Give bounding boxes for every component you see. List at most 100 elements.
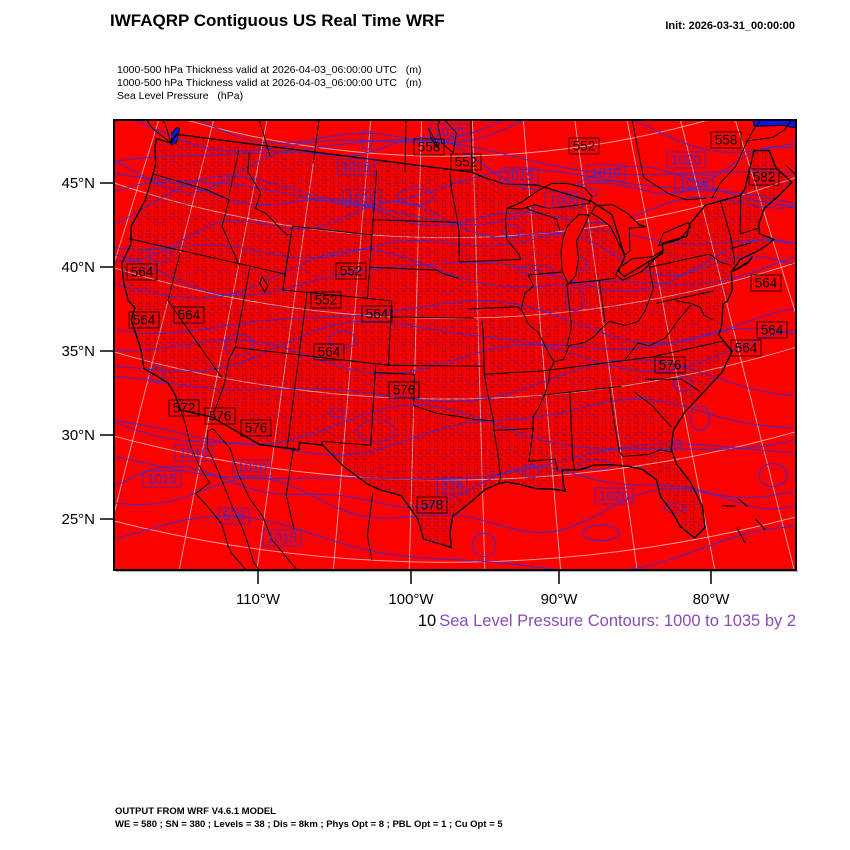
footer-model-line: OUTPUT FROM WRF V4.6.1 MODEL [115,806,276,817]
lat-tick-label: 35°N [61,343,95,360]
svg-text:558: 558 [715,133,738,148]
svg-text:1020: 1020 [671,153,701,168]
axes: 45°N 40°N 35°N 30°N 25°N 110°W 100°W 90°W 80°W [61,175,730,608]
pressure-contour-label: 1010 [586,164,626,182]
init-timestamp: Init: 2026-03-31_00:00:00 [665,20,795,32]
svg-text:1010: 1010 [237,461,267,476]
svg-text:564: 564 [755,276,778,291]
map-frame [113,119,797,571]
svg-text:576: 576 [393,383,416,398]
lon-tick-label: 80°W [693,591,731,608]
pressure-contour-label: 1015 [336,158,376,176]
pressure-contour-label: 1005 [544,191,584,209]
svg-text:564: 564 [133,313,156,328]
pressure-contour-label: 1020 [429,123,469,141]
svg-text:1010: 1010 [347,191,377,206]
svg-text:1020: 1020 [599,489,629,504]
subtitle-block: 1000-500 hPa Thickness valid at 2026-04-… [117,64,421,103]
thickness-contour-label: 552 [310,291,342,309]
svg-text:576: 576 [441,479,464,494]
lat-tick-label: 30°N [61,427,95,444]
pressure-contour-label: 1020 [666,151,706,169]
svg-text:552: 552 [455,155,478,170]
political-boundaries [120,120,796,570]
pressure-contour-label: 1015 [262,529,302,547]
pressure-contour-label: 1020 [594,487,634,505]
svg-text:582: 582 [753,170,776,185]
pressure-contour-label: 1010 [174,444,214,462]
pressure-contour-label: 576 [436,477,468,495]
svg-text:1005: 1005 [549,193,579,208]
svg-text:564: 564 [761,323,784,338]
footer-block: OUTPUT FROM WRF V4.6.1 MODEL WE = 580 ; … [115,806,503,831]
pressure-contour-label: 1015 [499,167,539,185]
lon-tick-label: 100°W [388,591,434,608]
svg-text:564: 564 [318,345,341,360]
pressure-contour-label: 576 [218,507,250,525]
svg-text:576: 576 [223,509,246,524]
caption-text: Sea Level Pressure Contours: 1000 to 103… [439,612,796,630]
subtitle-thickness-1: 1000-500 hPa Thickness valid at 2026-04-… [117,64,422,76]
thickness-contour-label: 582 [748,168,780,186]
svg-text:552: 552 [315,293,338,308]
svg-text:558: 558 [418,140,441,155]
pressure-contour-label: 1015 [142,470,182,488]
svg-text:564: 564 [131,265,154,280]
thickness-contour-label: 558 [710,131,742,149]
thickness-contour-label: 552 [450,153,482,171]
water-body [628,120,630,122]
lon-tick-label: 90°W [541,591,579,608]
thickness-contour-label: 572 [168,399,200,417]
thickness-contour-label: 564 [313,343,345,361]
thickness-contour-label: 576 [240,419,272,437]
plot-title: IWFAQRP Contiguous US Real Time WRF [110,11,445,30]
svg-text:1015: 1015 [341,160,371,175]
thickness-contour-label: 576 [204,407,236,425]
svg-text:576: 576 [209,409,232,424]
svg-text:1020: 1020 [434,125,464,140]
svg-text:1010: 1010 [591,166,621,181]
svg-text:552: 552 [573,139,596,154]
svg-text:564: 564 [366,307,389,322]
svg-text:1015: 1015 [679,176,709,191]
svg-text:576: 576 [659,358,682,373]
lon-tick-label: 110°W [236,591,281,608]
svg-text:1015: 1015 [504,169,534,184]
thickness-contour-label: 552 [335,262,367,280]
thickness-contour-label: 564 [730,339,762,357]
svg-text:576: 576 [245,421,268,436]
svg-text:578: 578 [421,498,444,513]
frame-shadow [116,570,798,573]
svg-text:1015: 1015 [147,472,177,487]
svg-text:564: 564 [178,308,201,323]
us-coastline [120,133,794,549]
pressure-contour-label: 1015 [674,174,714,192]
lat-tick-label: 25°N [61,511,95,528]
thickness-contour-label: 564 [750,274,782,292]
lat-tick-label: 45°N [61,175,95,192]
thickness-contour-label: 564 [126,263,158,281]
svg-text:1010: 1010 [179,446,209,461]
thickness-contour-label: 552 [568,137,600,155]
thickness-contour-label: 576 [388,381,420,399]
lat-tick-label: 40°N [61,259,95,276]
svg-text:564: 564 [735,341,758,356]
thickness-contour-label: 564 [756,321,788,339]
caption-prefix: 10 [417,612,437,630]
thickness-contour-label: 564 [361,305,393,323]
thickness-contour-label: 576 [654,356,686,374]
subtitle-slp: Sea Level Pressure (hPa) [117,90,244,102]
pressure-contour-label: 1010 [342,189,382,207]
thickness-contour-label: 564 [128,311,160,329]
thickness-contour-label: 578 [416,496,448,514]
pressure-contour-label: 1010 [232,459,272,477]
thickness-contour-label: 558 [413,138,445,156]
svg-text:572: 572 [173,401,196,416]
water-body [752,120,796,129]
svg-text:552: 552 [340,264,363,279]
footer-config-line: WE = 580 ; SN = 380 ; Levels = 38 ; Dis … [115,818,503,830]
